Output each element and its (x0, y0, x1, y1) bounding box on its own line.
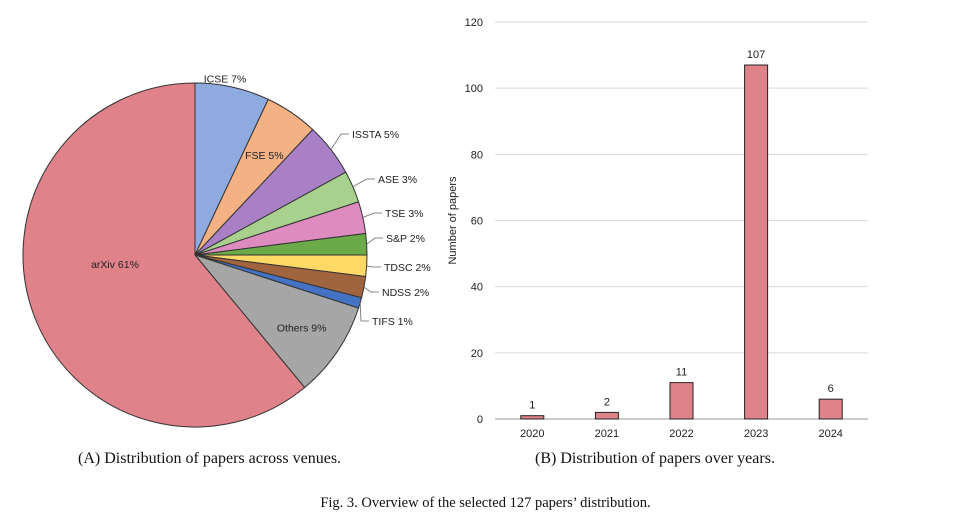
bar-2024 (818, 398, 843, 420)
year-bar-chart: 0 20 40 60 80 100 120 Number of papers 1 2020 2 202… (447, 17, 868, 440)
y-tick-label: 40 (471, 282, 483, 294)
pie-label-arxiv: arXiv 61% (91, 259, 139, 271)
bar-data-label: 11 (676, 367, 687, 379)
bar-2020 (520, 415, 545, 420)
pie-leader-sandp (366, 237, 383, 245)
pie-label-icse: ICSE 7% (204, 74, 247, 86)
figure-caption: Fig. 3. Overview of the selected 127 pap… (320, 495, 651, 511)
y-tick-label: 80 (471, 149, 483, 161)
x-tick-label: 2024 (818, 428, 842, 440)
pie-label-ndss: NDSS 2% (382, 287, 429, 299)
bar-2022 (669, 382, 694, 420)
y-tick-label: 60 (471, 216, 483, 228)
pie-leader-ndss (363, 286, 379, 293)
y-tick-label: 120 (465, 17, 483, 29)
x-tick-label: 2022 (669, 428, 693, 440)
pie-label-others: Others 9% (277, 323, 327, 335)
bar-data-label: 107 (747, 49, 765, 61)
y-tick-label: 20 (471, 348, 483, 360)
pie-slice-arxiv (22, 82, 306, 428)
bar-2021 (594, 411, 619, 420)
pie-leader-ase (352, 178, 375, 188)
pie-leader-issta (330, 133, 349, 150)
y-tick-label: 100 (465, 83, 483, 95)
bar-2023 (744, 64, 769, 420)
x-tick-label: 2021 (595, 428, 619, 440)
pie-label-fse: FSE 5% (245, 150, 284, 162)
x-tick-label: 2023 (744, 428, 768, 440)
bar-data-label: 6 (828, 383, 834, 395)
pie-label-tse: TSE 3% (385, 208, 424, 220)
pie-label-sandp: S&P 2% (386, 233, 425, 245)
pie-label-tdsc: TDSC 2% (384, 262, 431, 274)
pie-caption: (A) Distribution of papers across venues… (78, 450, 342, 467)
y-axis-label: Number of papers (447, 176, 459, 265)
venue-pie-chart: ICSE 7% FSE 5% ISSTA 5% ASE 3% TSE 3% S&P 2% T… (22, 74, 431, 428)
pie-slice-others (193, 253, 360, 389)
bar-data-label: 1 (529, 400, 535, 412)
pie-label-issta: ISSTA 5% (352, 129, 399, 141)
pie-leader-tdsc (366, 265, 381, 268)
pie-leader-tse (362, 212, 382, 218)
x-tick-label: 2020 (520, 428, 544, 440)
y-tick-label: 0 (477, 414, 483, 426)
pie-leader-tifs (359, 302, 369, 322)
bar-data-label: 2 (604, 396, 610, 408)
pie-label-tifs: TIFS 1% (372, 316, 413, 328)
pie-label-ase: ASE 3% (378, 174, 417, 186)
bar-caption: (B) Distribution of papers over years. (535, 450, 775, 467)
